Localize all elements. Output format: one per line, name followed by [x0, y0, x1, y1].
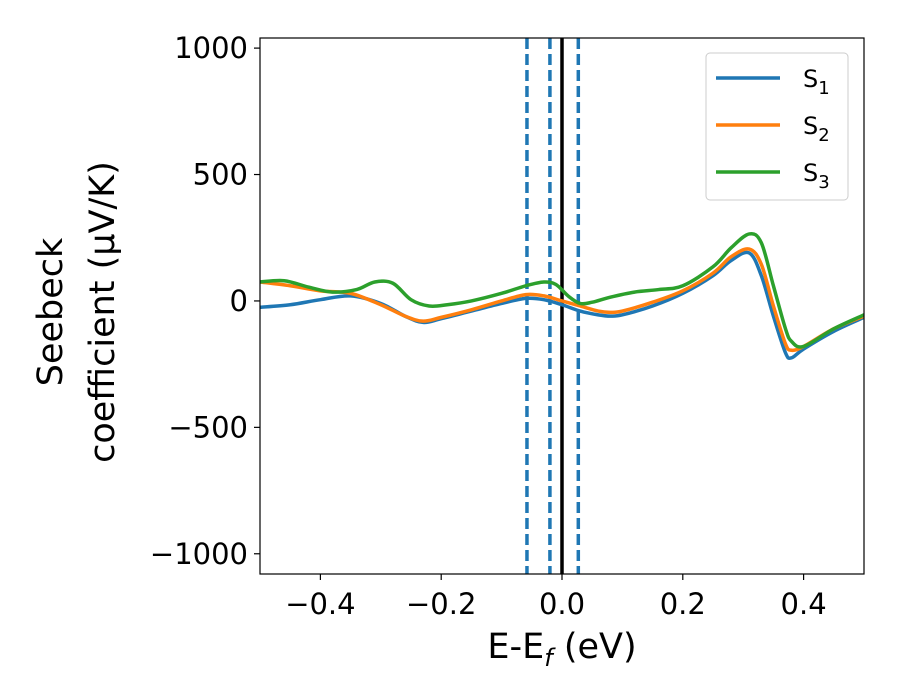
y-axis-label: Seebeck coefficient (μV/K) — [31, 161, 123, 463]
y-axis: −1000 −500 0 500 1000 — [150, 31, 260, 571]
y-tick-label: 1000 — [174, 31, 248, 65]
y-axis-label-line1: Seebeck — [31, 237, 71, 386]
legend-label-s2: S2 — [803, 112, 830, 146]
series-line-s2 — [260, 247, 864, 353]
x-axis-label-main: E-E — [487, 627, 544, 667]
legend: S1 S2 S3 — [705, 52, 849, 201]
x-axis: −0.4 −0.2 0.0 0.2 0.4 — [285, 574, 827, 621]
x-tick-label: 0.0 — [539, 587, 585, 621]
y-tick-label: 0 — [230, 284, 248, 318]
y-axis-label-line2: coefficient (μV/K) — [83, 161, 123, 463]
x-tick-label: 0.2 — [660, 587, 706, 621]
x-tick-label: 0.4 — [781, 587, 827, 621]
x-tick-label: −0.2 — [406, 587, 476, 621]
series-line-s3 — [260, 231, 864, 349]
x-axis-label: E-Ef (eV) — [487, 627, 636, 672]
x-tick-label: −0.4 — [285, 587, 355, 621]
y-tick-label: −500 — [168, 410, 248, 444]
y-tick-label: 500 — [193, 158, 248, 192]
legend-label-s3: S3 — [803, 159, 830, 193]
x-axis-label-rest: (eV) — [553, 627, 637, 667]
legend-label-s1: S1 — [803, 65, 830, 99]
series-lines — [260, 231, 864, 361]
y-tick-label: −1000 — [150, 537, 248, 571]
